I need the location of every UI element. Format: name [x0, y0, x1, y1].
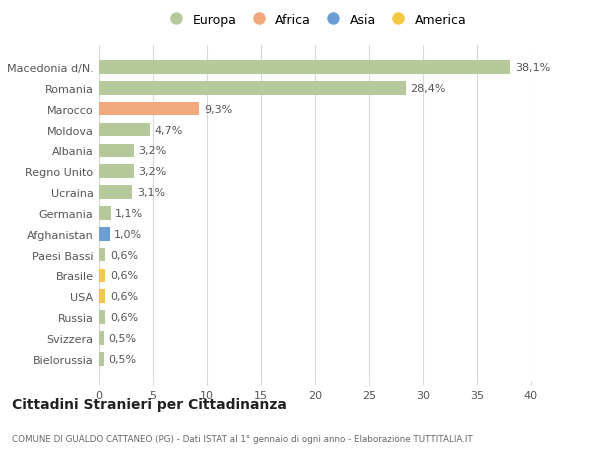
Text: 0,5%: 0,5%	[109, 333, 137, 343]
Bar	[99, 82, 406, 95]
Bar	[99, 290, 106, 303]
Bar	[99, 248, 106, 262]
Bar	[99, 123, 150, 137]
Bar	[99, 331, 104, 345]
Text: 1,0%: 1,0%	[114, 229, 142, 239]
Text: 28,4%: 28,4%	[410, 84, 446, 94]
Text: 38,1%: 38,1%	[515, 63, 550, 73]
Text: 0,6%: 0,6%	[110, 313, 138, 322]
Bar	[99, 269, 106, 283]
Text: 4,7%: 4,7%	[154, 125, 182, 135]
Text: 0,6%: 0,6%	[110, 271, 138, 281]
Bar	[99, 186, 133, 199]
Bar	[99, 61, 511, 75]
Text: 0,6%: 0,6%	[110, 250, 138, 260]
Text: 3,2%: 3,2%	[138, 167, 166, 177]
Text: 9,3%: 9,3%	[204, 105, 232, 114]
Text: 3,1%: 3,1%	[137, 188, 165, 198]
Text: 0,5%: 0,5%	[109, 354, 137, 364]
Text: 3,2%: 3,2%	[138, 146, 166, 156]
Bar	[99, 352, 104, 366]
Text: COMUNE DI GUALDO CATTANEO (PG) - Dati ISTAT al 1° gennaio di ogni anno - Elabora: COMUNE DI GUALDO CATTANEO (PG) - Dati IS…	[12, 434, 473, 442]
Bar	[99, 228, 110, 241]
Bar	[99, 207, 111, 220]
Bar	[99, 144, 134, 158]
Legend: Europa, Africa, Asia, America: Europa, Africa, Asia, America	[158, 9, 472, 32]
Bar	[99, 311, 106, 324]
Text: Cittadini Stranieri per Cittadinanza: Cittadini Stranieri per Cittadinanza	[12, 397, 287, 412]
Text: 0,6%: 0,6%	[110, 291, 138, 302]
Bar	[99, 103, 199, 116]
Text: 1,1%: 1,1%	[115, 208, 143, 218]
Bar	[99, 165, 134, 179]
